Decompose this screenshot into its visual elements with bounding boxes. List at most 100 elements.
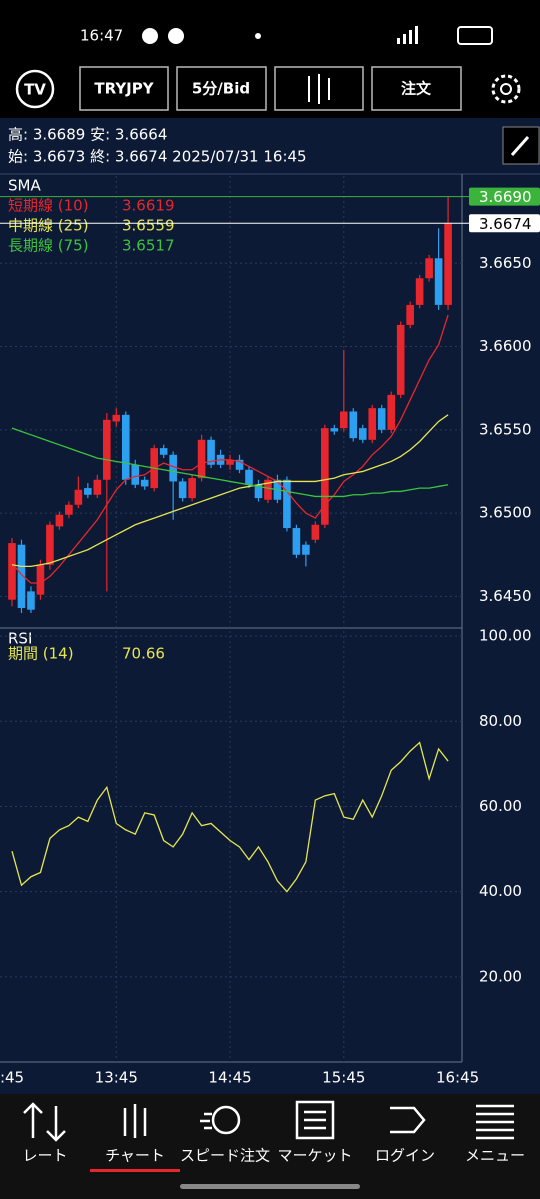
gesture-bar bbox=[180, 1184, 360, 1189]
line bbox=[11, 427, 449, 498]
candle-body bbox=[159, 448, 168, 455]
candle-body bbox=[311, 524, 320, 540]
candle-body bbox=[103, 419, 111, 480]
symbol: TRYJPY bbox=[94, 80, 154, 98]
candle-body bbox=[302, 544, 310, 555]
candle-body bbox=[121, 414, 130, 480]
nav-label[interactable]: ログイン bbox=[375, 1147, 435, 1165]
candle-body bbox=[340, 411, 348, 429]
candle-body bbox=[358, 428, 367, 440]
y-tick-label: 20.00 bbox=[479, 967, 522, 985]
clock: 16:47 bbox=[80, 27, 123, 45]
panel-title: SMA bbox=[8, 177, 41, 195]
interval: 5分/Bid bbox=[192, 80, 250, 98]
candle-body bbox=[292, 528, 301, 555]
settings[interactable] bbox=[491, 74, 521, 104]
candle-body bbox=[131, 464, 140, 485]
legend-name: 短期線 (10) bbox=[8, 197, 89, 215]
toolbar: TV TRYJPY 5分/Bid 注文 bbox=[15, 66, 521, 111]
candle-body bbox=[415, 278, 424, 305]
candle-body bbox=[17, 544, 26, 609]
candle-body bbox=[112, 414, 121, 422]
order: 注文 bbox=[401, 80, 432, 98]
x-tick-label: :45 bbox=[0, 1069, 24, 1087]
price-badge bbox=[469, 187, 540, 206]
nav-label[interactable]: メニュー bbox=[465, 1147, 525, 1165]
active-tab bbox=[90, 1169, 180, 1172]
y-tick-label: 80.00 bbox=[479, 712, 522, 730]
candle-body bbox=[349, 411, 358, 439]
x-tick-label: 16:45 bbox=[436, 1069, 479, 1087]
legend-value: 3.6619 bbox=[122, 197, 175, 215]
panel-title: RSI bbox=[8, 630, 32, 648]
candle-body bbox=[264, 479, 272, 500]
candle-body bbox=[93, 479, 102, 495]
order-button[interactable] bbox=[371, 66, 462, 111]
legend-value: 3.6517 bbox=[122, 237, 175, 255]
pencil bbox=[510, 136, 530, 156]
x-tick-label: 15:45 bbox=[322, 1069, 365, 1087]
logo-text: TV bbox=[24, 81, 46, 99]
candle-body bbox=[226, 459, 234, 465]
candle-body bbox=[27, 591, 35, 610]
symbol-button[interactable] bbox=[79, 66, 169, 111]
legend-value: 70.66 bbox=[122, 645, 165, 663]
candle-body bbox=[406, 304, 414, 325]
line bbox=[11, 314, 449, 584]
candle-body bbox=[65, 504, 73, 515]
y-tick-label: 3.6600 bbox=[479, 337, 532, 355]
y-tick-label: 3.6500 bbox=[479, 504, 532, 522]
candle-body bbox=[74, 489, 83, 505]
nav-label[interactable]: スピード注文 bbox=[180, 1147, 270, 1165]
y-tick-label: 3.6450 bbox=[479, 587, 532, 605]
y-tick-label: 3.6650 bbox=[479, 254, 532, 272]
candle-body bbox=[444, 223, 452, 305]
candle-body bbox=[368, 408, 377, 440]
candle-body bbox=[178, 481, 187, 499]
candle-body bbox=[245, 469, 253, 485]
candle-body bbox=[434, 258, 443, 305]
logo bbox=[15, 69, 55, 109]
candle-body bbox=[425, 258, 433, 279]
y-tick-label: 3.6550 bbox=[479, 420, 532, 438]
price-badge-label: 3.6674 bbox=[479, 215, 532, 233]
nav-label[interactable]: レート bbox=[22, 1147, 67, 1165]
bottom-nav bbox=[0, 1094, 540, 1199]
y-tick-label: 60.00 bbox=[479, 797, 522, 815]
candle-body bbox=[46, 524, 54, 565]
candle-body bbox=[235, 459, 244, 470]
x-tick-label: 14:45 bbox=[208, 1069, 251, 1087]
settings-core bbox=[500, 83, 512, 95]
candle-body bbox=[207, 439, 215, 465]
legend-name: 中期線 (25) bbox=[8, 217, 89, 235]
candle-body bbox=[140, 479, 149, 487]
interval-button[interactable] bbox=[176, 66, 267, 111]
plots: 3.6650 3.6600 3.6550 3.6500 3.6450 :45 13:45 14… bbox=[0, 176, 540, 1087]
candle-body bbox=[396, 324, 405, 395]
candle-body bbox=[283, 479, 291, 529]
candle-body bbox=[197, 439, 206, 479]
x-tick-label: 13:45 bbox=[95, 1069, 138, 1087]
candle-body bbox=[55, 514, 64, 527]
candle-body bbox=[254, 484, 263, 499]
info-line-1: 高: 3.6689 安: 3.6664 bbox=[8, 126, 167, 144]
candle-body bbox=[377, 408, 386, 430]
nav-label[interactable]: マーケット bbox=[277, 1147, 352, 1165]
y-tick-label: 100.00 bbox=[479, 627, 532, 645]
legend-value: 3.6559 bbox=[122, 217, 175, 235]
line bbox=[11, 414, 449, 568]
candle-body bbox=[36, 564, 45, 595]
candle-body bbox=[84, 488, 92, 495]
line bbox=[11, 741, 449, 893]
candle-body bbox=[188, 478, 196, 499]
legend-name: 長期線 (75) bbox=[8, 237, 89, 255]
candle-body bbox=[321, 428, 329, 525]
nav-label[interactable]: チャート bbox=[105, 1147, 165, 1165]
candle-icon bbox=[308, 74, 330, 104]
price-badge bbox=[469, 214, 540, 233]
chart-area bbox=[0, 118, 540, 1094]
info-line-2: 始: 3.6673 終: 3.6674 2025/07/31 16:45 bbox=[8, 148, 307, 166]
candle-body bbox=[8, 543, 16, 600]
candle-body bbox=[330, 428, 339, 432]
